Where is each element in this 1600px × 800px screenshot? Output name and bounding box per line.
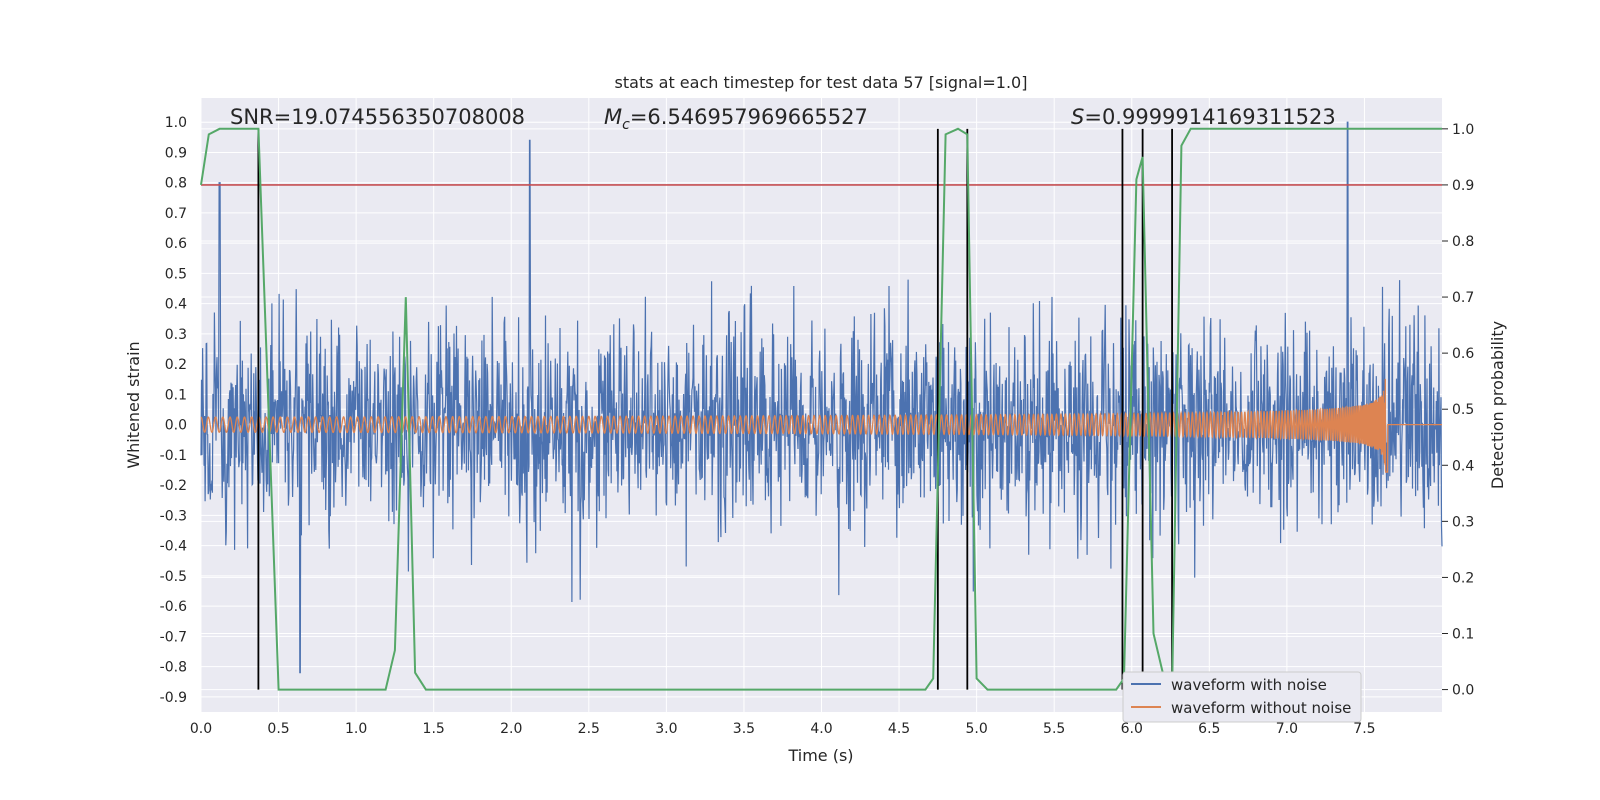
- y-tick-label-left: -0.1: [160, 448, 187, 464]
- y-tick-label-left: 1.0: [165, 115, 187, 131]
- x-tick-label: 2.0: [500, 721, 522, 737]
- chirp-mass-subscript: c: [622, 117, 630, 133]
- y-tick-label-left: 0.8: [165, 176, 187, 192]
- detection-probability-line: [200, 127, 1442, 694]
- y-tick-label-left: -0.8: [160, 660, 187, 676]
- x-tick-label: 7.5: [1353, 721, 1375, 737]
- y-axis-label-right: Detection probability: [1488, 321, 1507, 489]
- x-tick-label: 3.0: [655, 721, 677, 737]
- x-tick-label: 6.5: [1198, 721, 1220, 737]
- y-tick-label-left: 0.6: [165, 236, 187, 252]
- snr-annotation: SNR=19.074556350708008: [230, 105, 525, 129]
- y-tick-label-left: -0.2: [160, 478, 187, 494]
- y-tick-label-right: 0.2: [1452, 570, 1474, 586]
- chirp-mass-symbol: M: [604, 105, 622, 129]
- x-tick-label: 1.5: [423, 721, 445, 737]
- y-tick-label-left: 0.2: [165, 357, 187, 373]
- y-tick-label-left: -0.6: [160, 599, 187, 615]
- y-tick-label-right: 0.8: [1452, 234, 1474, 250]
- legend-label-clean: waveform without noise: [1171, 699, 1351, 717]
- x-tick-label: 0.5: [267, 721, 289, 737]
- y-tick-label-left: 0.7: [165, 206, 187, 222]
- x-tick-label: 3.5: [733, 721, 755, 737]
- x-tick-label: 7.0: [1276, 721, 1298, 737]
- x-tick-label: 2.5: [578, 721, 600, 737]
- y-tick-label-right: 0.9: [1452, 178, 1474, 194]
- score-annotation: S=0.9999914169311523: [1071, 105, 1336, 129]
- y-tick-label-left: -0.5: [160, 569, 187, 585]
- y-tick-label-right: 0.6: [1452, 346, 1474, 362]
- y-tick-label-right: 0.7: [1452, 290, 1474, 306]
- x-tick-label: 5.5: [1043, 721, 1065, 737]
- chirp-mass-annotation: Mc=6.546957969665527: [604, 105, 868, 133]
- y-tick-label-right: 0.4: [1452, 458, 1474, 474]
- x-axis-label: Time (s): [787, 746, 853, 765]
- score-symbol: S: [1071, 105, 1084, 129]
- y-axis-label-left: Whitened strain: [124, 341, 143, 468]
- detection-probability-series: [200, 127, 1442, 694]
- x-tick-label: 4.5: [888, 721, 910, 737]
- x-tick-label: 4.0: [810, 721, 832, 737]
- axes: 0.0 0.5 1.0 1.5 2.0 2.5 3.0 3.5 4.0 4.5 5.0 5.5 6.0 6…: [160, 115, 1475, 737]
- legend-label-noisy: waveform with noise: [1171, 676, 1327, 694]
- overlays: [201, 128, 1442, 690]
- y-tick-label-right: 0.0: [1452, 683, 1474, 699]
- y-tick-label-left: -0.3: [160, 508, 187, 524]
- y-tick-label-left: 0.1: [165, 387, 187, 403]
- y-tick-label-left: 0.9: [165, 145, 187, 161]
- y-tick-label-left: 0.3: [165, 327, 187, 343]
- x-tick-label: 6.0: [1121, 721, 1143, 737]
- y-tick-label-right: 0.3: [1452, 514, 1474, 530]
- x-tick-label: 5.0: [965, 721, 987, 737]
- legend: waveform with noise waveform without noi…: [1122, 671, 1362, 723]
- y-tick-label-left: 0.5: [165, 266, 187, 282]
- clean-waveform-line: [200, 378, 1442, 473]
- legend-box: [1122, 671, 1362, 723]
- x-tick-label: 1.0: [345, 721, 367, 737]
- y-tick-label-right: 0.1: [1452, 626, 1474, 642]
- y-tick-label-left: 0.4: [165, 297, 187, 313]
- chart-title: stats at each timestep for test data 57 …: [615, 73, 1028, 92]
- chirp-mass-value: =6.546957969665527: [630, 105, 868, 129]
- y-tick-label-left: -0.7: [160, 629, 187, 645]
- y-tick-label-left: -0.9: [160, 690, 187, 706]
- y-tick-label-right: 0.5: [1452, 402, 1474, 418]
- y-tick-label-right: 1.0: [1452, 122, 1474, 138]
- score-value: =0.9999914169311523: [1084, 105, 1335, 129]
- clean-waveform-series: [200, 378, 1442, 473]
- y-tick-label-left: -0.4: [160, 539, 187, 555]
- x-tick-label: 0.0: [190, 721, 212, 737]
- y-tick-label-left: 0.0: [165, 418, 187, 434]
